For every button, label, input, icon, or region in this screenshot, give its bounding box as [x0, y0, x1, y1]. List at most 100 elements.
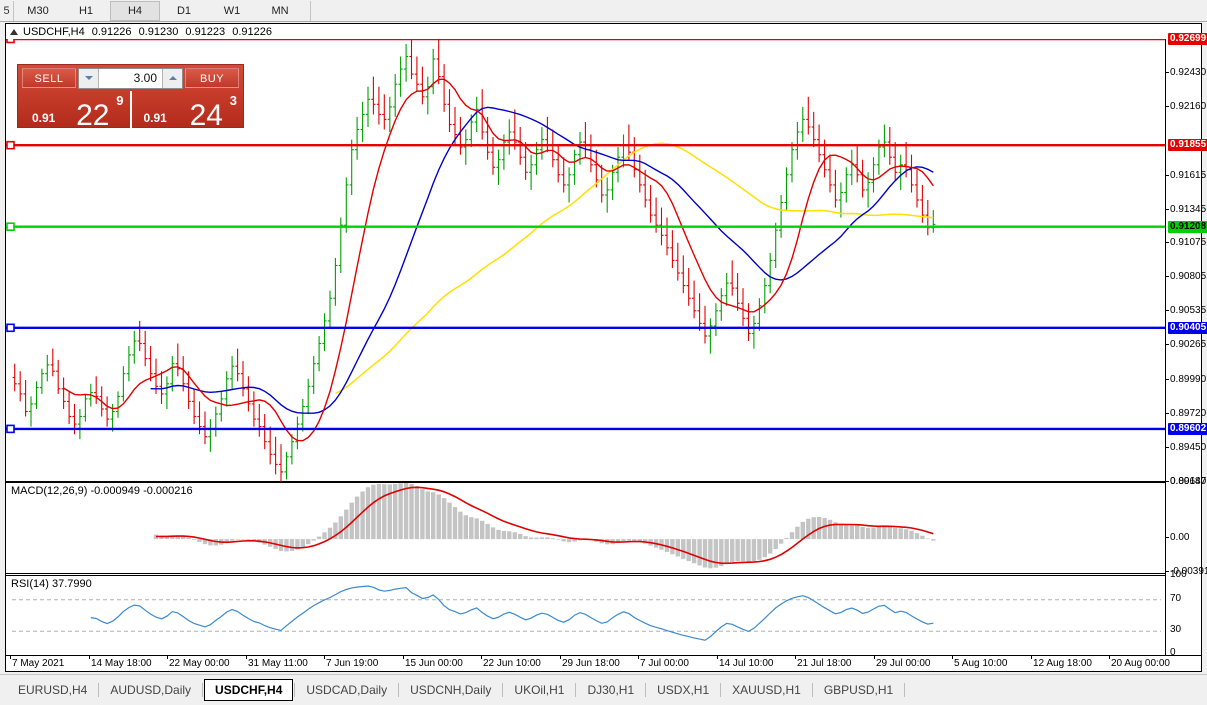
volume-stepper[interactable]: 3.00: [78, 67, 183, 89]
price-marker-label[interactable]: 0.89602: [1168, 422, 1207, 435]
price-pane[interactable]: [6, 39, 1165, 482]
symbol-tab-dj30-h1[interactable]: DJ30,H1: [587, 683, 635, 697]
time-tick: [167, 656, 168, 659]
symbol-tab-gbpusd-h1[interactable]: GBPUSD,H1: [823, 683, 894, 697]
chart-title-row: USDCHF,H4 0.91226 0.91230 0.91223 0.9122…: [6, 24, 1201, 39]
ohlc-high: 0.91230: [138, 25, 179, 38]
price-tick-label: 0.89450: [1170, 442, 1207, 453]
rsi-pane[interactable]: RSI(14) 37.7990: [6, 575, 1165, 655]
sell-price-prefix: 0.91: [32, 111, 56, 125]
sell-price-big: 22: [76, 99, 110, 132]
price-marker-label[interactable]: 0.90405: [1168, 321, 1207, 334]
macd-label: MACD(12,26,9) -0.000949 -0.000216: [11, 485, 193, 497]
timeframe-m30[interactable]: M30: [27, 4, 49, 17]
symbol-tab-usdchf-h4[interactable]: USDCHF,H4: [204, 679, 294, 701]
time-tick: [10, 656, 11, 659]
time-tick: [638, 656, 639, 659]
symbol-tab-usdcnh-daily[interactable]: USDCNH,Daily: [410, 683, 492, 697]
tab-separator: [202, 683, 204, 697]
time-axis-label: 14 Jul 10:00: [719, 658, 774, 669]
chart-symbol-title: USDCHF,H4: [23, 25, 85, 38]
chevron-up-icon: [168, 76, 177, 80]
toolbar-divider-end: [310, 0, 311, 21]
tab-separator-end: [904, 683, 906, 697]
time-axis-label: 5 Aug 10:00: [954, 658, 1008, 669]
ohlc-close: 0.91226: [232, 25, 272, 38]
price-marker-label[interactable]: 0.91855: [1168, 139, 1207, 152]
macd-canvas: [153, 483, 936, 569]
timeframe-h1[interactable]: H1: [78, 4, 94, 17]
time-axis-label: 20 Aug 00:00: [1111, 658, 1170, 669]
toolbar-divider: [13, 0, 14, 21]
time-tick: [874, 656, 875, 659]
price-tick-label: 0.90535: [1170, 305, 1207, 317]
time-axis: 7 May 2021 14 May 18:00 22 May 00:00 31 May…: [6, 655, 1201, 671]
sell-price-block[interactable]: 0.91 22 9: [18, 91, 130, 132]
timeframe-mn[interactable]: MN: [271, 4, 289, 17]
triangle-up-icon[interactable]: [10, 28, 18, 35]
price-chart-canvas: [6, 39, 1165, 482]
symbol-tab-usdcad-daily[interactable]: USDCAD,Daily: [306, 683, 388, 697]
price-tick-label: 0.92430: [1170, 66, 1207, 78]
ohlc-low: 0.91223: [185, 25, 226, 38]
sell-button[interactable]: SELL: [22, 68, 76, 88]
price-tick-label: 0.91345: [1170, 203, 1207, 215]
symbol-tab-usdx-h1[interactable]: USDX,H1: [657, 683, 710, 697]
time-tick: [89, 656, 90, 659]
time-axis-label: 7 Jul 00:00: [640, 658, 689, 669]
time-tick: [324, 656, 325, 659]
timeframe-d1[interactable]: D1: [176, 4, 192, 17]
symbol-tab-eurusd-h4[interactable]: EURUSD,H4: [18, 683, 88, 697]
volume-increment-button[interactable]: [162, 68, 182, 88]
chart-ohlc-values: 0.91226 0.91230 0.91223 0.91226: [92, 26, 276, 38]
time-axis-label: 21 Jul 18:00: [797, 658, 852, 669]
rsi-canvas: [12, 585, 1161, 641]
tab-separator: [398, 683, 400, 697]
buy-price-block[interactable]: 0.91 24 3: [129, 91, 244, 132]
symbol-tab-ukoil-h1[interactable]: UKOil,H1: [514, 683, 565, 697]
time-axis-label: 7 May 2021: [12, 658, 65, 669]
price-scale[interactable]: 0.92430 0.92160 0.91615 0.91345 0.91075 …: [1165, 33, 1207, 658]
time-tick: [952, 656, 953, 659]
price-tick-label: 0.90805: [1170, 271, 1207, 283]
buy-button[interactable]: BUY: [185, 68, 239, 88]
volume-input[interactable]: 3.00: [133, 71, 157, 85]
time-tick: [481, 656, 482, 659]
tab-separator: [811, 683, 813, 697]
price-tick-label: 0.90265: [1170, 339, 1207, 351]
price-marker-label[interactable]: 0.92699: [1168, 33, 1207, 45]
buy-price-big: 24: [189, 99, 223, 132]
volume-decrement-button[interactable]: [79, 68, 99, 88]
timeframe-w1[interactable]: W1: [223, 4, 241, 17]
timeframe-toolbar: 5 M30 H1 H4 D1 W1 MN: [0, 0, 1207, 22]
price-tick-label: 0.89180: [1170, 476, 1207, 487]
price-tick-label: 0.91075: [1170, 237, 1207, 249]
time-axis-label: 12 Aug 18:00: [1033, 658, 1092, 669]
macd-pane[interactable]: MACD(12,26,9) -0.000949 -0.000216: [6, 482, 1165, 574]
time-axis-label: 14 May 18:00: [91, 658, 152, 669]
tab-separator: [575, 683, 577, 697]
toolbar-clip-label: 5: [3, 4, 10, 17]
symbol-tab-xauusd-h1[interactable]: XAUUSD,H1: [732, 683, 801, 697]
price-marker-label[interactable]: 0.91208: [1168, 220, 1207, 233]
tab-separator: [645, 683, 647, 697]
time-tick: [1031, 656, 1032, 659]
ohlc-open: 0.91226: [91, 25, 132, 38]
time-axis-label: 31 May 11:00: [248, 658, 308, 669]
sell-price-fraction: 9: [116, 93, 124, 108]
symbol-tab-audusd-daily[interactable]: AUDUSD,Daily: [110, 683, 192, 697]
timeframe-h4[interactable]: H4: [110, 0, 160, 21]
trade-panel-quotes: 0.91 22 9 0.91 24 3: [18, 91, 244, 132]
time-tick: [246, 656, 247, 659]
tab-separator: [720, 683, 722, 697]
time-tick: [403, 656, 404, 659]
trade-panel-top-row: SELL 3.00 BUY: [18, 65, 243, 91]
time-axis-label: 29 Jul 00:00: [876, 658, 931, 669]
tab-separator: [294, 683, 296, 697]
price-tick-label: 0.89720: [1170, 408, 1207, 419]
time-tick: [795, 656, 796, 659]
chart-window: USDCHF,H4 0.91226 0.91230 0.91223 0.9122…: [5, 23, 1207, 672]
chevron-down-icon: [84, 76, 93, 80]
time-axis-label: 22 May 00:00: [169, 658, 230, 669]
